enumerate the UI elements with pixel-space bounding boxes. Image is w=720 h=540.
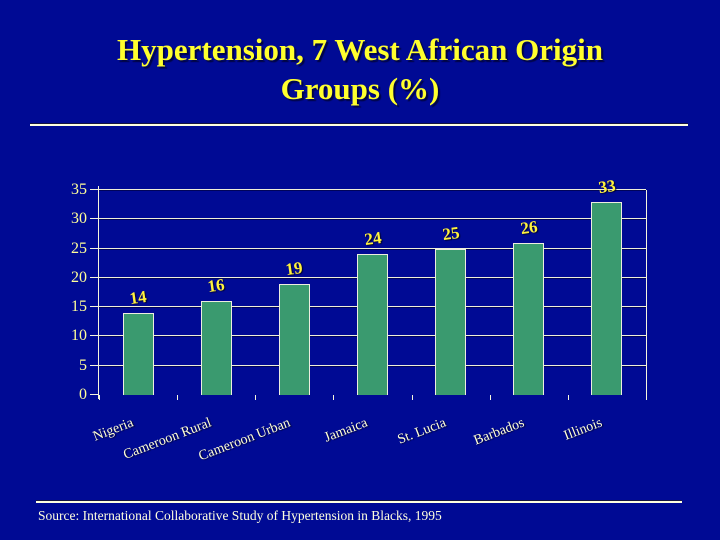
- source-note: Source: International Collaborative Stud…: [38, 508, 442, 523]
- x-axis-tick: [489, 395, 491, 400]
- y-axis-label: 5: [79, 356, 87, 374]
- gridline: [99, 189, 646, 190]
- x-axis-label: Barbados: [471, 415, 527, 449]
- y-axis-label: 20: [71, 268, 87, 286]
- y-axis-tick: [90, 335, 98, 337]
- bar: [357, 254, 388, 395]
- gridline: [99, 247, 646, 249]
- y-axis-tick: [90, 394, 98, 395]
- y-axis-label: 15: [71, 298, 87, 316]
- y-axis-tick: [90, 306, 98, 308]
- y-axis-tick: [90, 364, 98, 366]
- plot-right-border: [646, 190, 647, 395]
- title-line-2: Groups (%): [280, 71, 440, 106]
- x-axis-tick: [333, 395, 335, 400]
- bar-value-label: 33: [597, 175, 617, 197]
- y-axis-label: 35: [71, 181, 87, 198]
- bar: [435, 248, 467, 395]
- bar: [278, 283, 310, 395]
- footer-divider: [36, 500, 682, 503]
- x-axis-label: Nigeria: [91, 415, 136, 445]
- x-axis-tick: [646, 395, 647, 400]
- x-axis-tick: [99, 395, 100, 400]
- y-axis-label: 0: [79, 386, 87, 403]
- y-axis-label: 30: [71, 210, 87, 228]
- y-axis-label: 25: [71, 239, 87, 257]
- x-axis-label: Illinois: [562, 415, 605, 444]
- y-axis-tick: [90, 189, 98, 190]
- y-axis-tick: [90, 218, 98, 220]
- bar: [200, 301, 232, 395]
- bar: [513, 242, 545, 395]
- x-axis-tick: [177, 395, 179, 400]
- title-line-1: Hypertension, 7 West African Origin: [117, 32, 603, 67]
- gridline: [99, 218, 646, 220]
- bar: [591, 201, 623, 395]
- y-axis-label: 10: [71, 327, 87, 345]
- x-axis-label: Jamaica: [322, 415, 371, 446]
- x-axis-tick: [567, 395, 569, 400]
- bar-value-label: 25: [440, 222, 461, 244]
- x-axis-label: St. Lucia: [395, 415, 449, 448]
- title-underline: [30, 123, 688, 126]
- bar: [122, 313, 154, 395]
- x-axis-tick: [255, 395, 257, 400]
- x-axis-tick: [411, 395, 413, 400]
- y-axis-tick: [90, 276, 98, 278]
- slide-title: Hypertension, 7 West African Origin Grou…: [28, 30, 692, 108]
- y-axis-tick: [90, 247, 98, 249]
- bar-chart: 0 5 10 15 20 25 30 35 14 Nigeria 16 Cameroon Rural 1…: [71, 176, 647, 464]
- y-axis-line: [98, 186, 99, 399]
